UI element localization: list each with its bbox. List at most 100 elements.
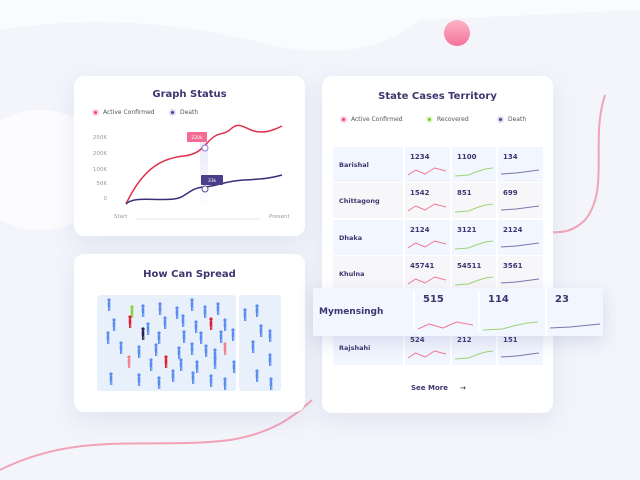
region-name: Chittagong [339,196,380,205]
region-name: Rajshahi [339,343,371,352]
active-dot-icon [92,109,99,116]
y-tick: 100K [92,167,107,173]
row-name-cell[interactable]: Dhaka [333,220,403,255]
person-icon [177,346,181,359]
person-icon [182,330,186,343]
territory-title: State Cases Territory [378,91,497,102]
person-icon [209,374,213,387]
person-icon [219,330,223,343]
death-value: 23 [555,294,569,305]
isolated-area [239,295,281,391]
active-cell: 515 [415,288,478,336]
person-icon [203,305,207,318]
person-icon [146,322,150,335]
person-icon [259,324,263,337]
row-name-cell: Mymensingh [313,288,413,336]
death-cell: 134 [498,147,543,182]
person-icon [190,342,194,355]
person-icon [163,316,167,329]
sparkline [408,276,446,285]
person-icon [154,343,158,356]
sparkline [408,240,446,249]
highlighted-row-mymensingh[interactable]: Mymensingh 515 114 23 [313,288,603,336]
see-more-link[interactable]: See More → [411,384,466,392]
recovered-cell: 114 [480,288,545,336]
death-dot-icon [169,109,176,116]
active-value: 1234 [410,153,430,161]
row-name-cell[interactable]: Khulna [333,256,403,291]
person-icon [181,314,185,327]
y-tick: 50K [96,181,107,187]
person-icon [199,331,203,344]
sparkline [501,242,539,248]
person-icon [255,369,259,382]
region-name: Dhaka [339,233,363,242]
person-icon [158,302,162,315]
active-cell: 1234 [405,147,450,182]
legend-label: Active Confirmed [103,109,155,116]
person-icon [112,318,116,331]
sparkline [483,321,538,331]
active-value: 1542 [410,189,430,197]
person-icon [175,306,179,319]
x-start-label: Start [114,214,128,220]
region-name: Khulna [339,269,365,278]
death-point[interactable] [201,185,209,193]
active-tooltip [187,132,207,142]
tooltip-text: 33k [208,178,217,184]
crowd-area [97,295,236,391]
tooltip-text: 220k [191,135,203,141]
recovered-cell: 3121 [452,220,496,255]
person-icon [137,345,141,358]
person-icon [179,358,183,371]
recovered-cell: 1100 [452,147,496,182]
legend-recovered: Recovered [426,116,469,123]
sparkline [455,240,493,250]
person-icon [223,318,227,331]
see-more-label: See More [411,384,448,392]
person-icon [216,302,220,315]
active-value: 2124 [410,226,430,234]
legend-active: Active Confirmed [92,109,155,116]
row-name-cell[interactable]: Barishal [333,147,403,182]
sparkline [455,276,493,286]
person-icon [204,344,208,357]
person-icon [268,353,272,366]
recovered-value: 851 [457,189,472,197]
person-icon [157,376,161,389]
active-value: 45741 [410,262,435,270]
person-icon [109,372,113,385]
recovered-value: 114 [488,294,509,305]
person-icon [243,308,247,321]
sparkline [550,323,600,329]
sparkline [501,169,539,175]
legend-label: Active Confirmed [351,116,403,123]
graph-title: Graph Status [152,89,227,100]
row-name-cell[interactable]: Chittagong [333,183,403,218]
death-value: 3561 [503,262,523,270]
person-icon [223,342,227,355]
legend-death: Death [497,116,526,123]
person-icon [141,327,145,340]
graph-plot: 220k 33k [125,124,283,220]
sparkline [408,167,446,176]
y-tick: 0 [103,196,108,202]
sparkline [501,278,539,284]
person-icon [255,304,259,317]
person-icon [232,360,236,373]
recovered-value: 1100 [457,153,477,161]
person-icon [251,340,255,353]
x-end-label: Present [269,214,290,220]
recovered-cell: 851 [452,183,496,218]
person-icon [106,331,110,344]
active-value: 515 [423,294,444,305]
sparkline [501,205,539,211]
sparkline [455,350,493,360]
death-dot-icon [497,116,504,123]
legend-label: Death [180,109,199,116]
person-icon [164,355,168,368]
person-icon [171,369,175,382]
person-icon [209,317,213,330]
person-icon [269,377,273,390]
active-point[interactable] [201,144,209,152]
